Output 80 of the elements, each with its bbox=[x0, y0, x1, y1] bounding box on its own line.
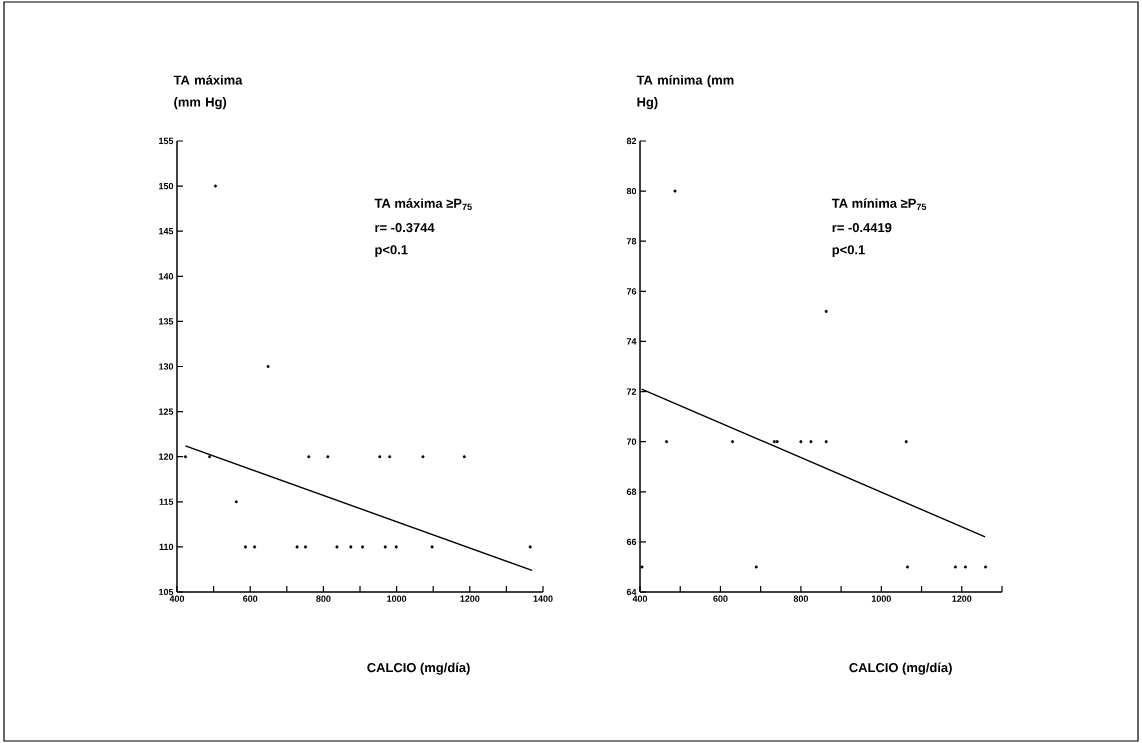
y-tick-label: 66 bbox=[626, 538, 637, 546]
point bbox=[383, 545, 387, 549]
y-tick-label: 78 bbox=[626, 238, 637, 245]
point bbox=[953, 565, 957, 569]
point bbox=[984, 565, 988, 569]
x-tick-label: 1000 bbox=[387, 595, 407, 602]
y-tick-label: 135 bbox=[159, 318, 174, 325]
point bbox=[430, 545, 434, 549]
point bbox=[378, 455, 382, 459]
y-tick-label: 115 bbox=[159, 498, 174, 505]
y-axis-title: TA mínima (mm Hg) bbox=[636, 75, 734, 110]
point bbox=[421, 455, 425, 459]
annotation: TA mínima ≥P$_{75}$ bbox=[831, 198, 927, 210]
point bbox=[213, 184, 217, 188]
y-tick-label: 110 bbox=[159, 543, 174, 551]
x-tick-label: 400 bbox=[632, 595, 648, 602]
point bbox=[335, 545, 339, 549]
y-tick-label: 80 bbox=[626, 187, 637, 195]
point bbox=[665, 440, 669, 444]
y-tick-label: 68 bbox=[626, 488, 637, 495]
y-tick-label: 76 bbox=[626, 288, 637, 295]
point bbox=[754, 565, 758, 569]
y-tick-label: 72 bbox=[626, 388, 637, 395]
x-tick-label: 400 bbox=[169, 595, 185, 602]
point bbox=[673, 189, 677, 193]
x-tick-label: 800 bbox=[316, 595, 331, 602]
point bbox=[963, 565, 967, 569]
y-tick-label: 125 bbox=[159, 408, 174, 415]
point bbox=[775, 440, 779, 444]
point bbox=[307, 455, 311, 459]
point bbox=[361, 545, 365, 549]
annotation: p<0.1 bbox=[375, 245, 408, 257]
x-axis-title: CALCIO (mg/día) bbox=[367, 662, 470, 675]
y-tick-label: 64 bbox=[626, 588, 637, 596]
y-tick-label: 145 bbox=[159, 228, 174, 235]
point bbox=[394, 545, 398, 549]
point bbox=[824, 309, 828, 313]
point bbox=[349, 545, 353, 549]
point bbox=[809, 440, 813, 444]
y-tick-label: 74 bbox=[626, 338, 637, 345]
x-tick-label: 1200 bbox=[952, 595, 972, 602]
annotation: p<0.1 bbox=[832, 245, 865, 257]
point bbox=[326, 455, 330, 459]
point bbox=[303, 545, 307, 549]
y-tick-label: 120 bbox=[159, 453, 174, 460]
point bbox=[824, 440, 828, 444]
y-axis-title: TA máxima (mm Hg) bbox=[173, 75, 243, 110]
y-tick-label: 82 bbox=[626, 137, 637, 145]
point bbox=[640, 565, 644, 569]
y-tick-label: 155 bbox=[159, 137, 174, 145]
y-tick-label: 70 bbox=[626, 438, 637, 445]
point bbox=[208, 455, 212, 459]
point bbox=[799, 440, 803, 444]
point bbox=[295, 545, 299, 549]
annotation: r= -0.4419 bbox=[832, 223, 892, 233]
point bbox=[266, 365, 270, 368]
y-tick-label: 105 bbox=[159, 588, 174, 596]
point bbox=[905, 565, 909, 569]
point bbox=[904, 440, 908, 444]
point bbox=[528, 545, 532, 549]
x-tick-label: 600 bbox=[713, 595, 728, 602]
point bbox=[183, 455, 187, 459]
point bbox=[388, 455, 392, 459]
x-tick-label: 800 bbox=[793, 595, 809, 602]
point bbox=[731, 440, 735, 444]
annotation: TA máxima ≥P$_{75}$ bbox=[374, 198, 472, 210]
x-tick-label: 600 bbox=[243, 595, 258, 602]
y-tick-label: 130 bbox=[159, 363, 174, 370]
point bbox=[243, 545, 247, 549]
point bbox=[234, 500, 238, 504]
y-tick-label: 140 bbox=[159, 273, 174, 280]
x-axis-title: CALCIO (mg/día) bbox=[849, 662, 952, 675]
x-tick-label: 1000 bbox=[871, 595, 891, 602]
point bbox=[253, 545, 257, 549]
x-tick-label: 1200 bbox=[460, 595, 480, 602]
y-tick-label: 150 bbox=[159, 182, 174, 190]
annotation: r= -0.3744 bbox=[375, 222, 435, 233]
point bbox=[772, 440, 776, 444]
point bbox=[462, 455, 466, 459]
x-tick-label: 1400 bbox=[533, 595, 553, 602]
